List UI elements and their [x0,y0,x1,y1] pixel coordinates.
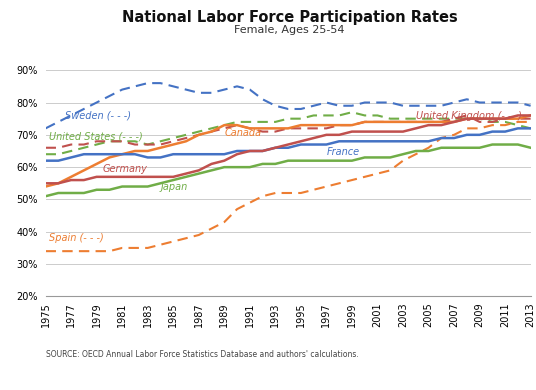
Text: Female, Ages 25-54: Female, Ages 25-54 [234,25,345,35]
Text: Germany: Germany [103,164,148,174]
Text: National Labor Force Participation Rates: National Labor Force Participation Rates [122,10,457,25]
Text: Federal Reserve Bank of St. Louis: Federal Reserve Bank of St. Louis [16,371,227,382]
Text: Spain (- - -): Spain (- - -) [49,233,104,243]
Text: SOURCE: OECD Annual Labor Force Statistics Database and authors' calculations.: SOURCE: OECD Annual Labor Force Statisti… [46,350,358,359]
Text: Canada: Canada [224,128,262,138]
Text: Japan: Japan [160,182,188,192]
Text: United States (- - -): United States (- - -) [49,132,143,142]
Text: Sweden (- - -): Sweden (- - -) [65,111,131,121]
Text: France: France [326,147,360,157]
Text: United Kingdom (- - -): United Kingdom (- - -) [416,111,522,121]
